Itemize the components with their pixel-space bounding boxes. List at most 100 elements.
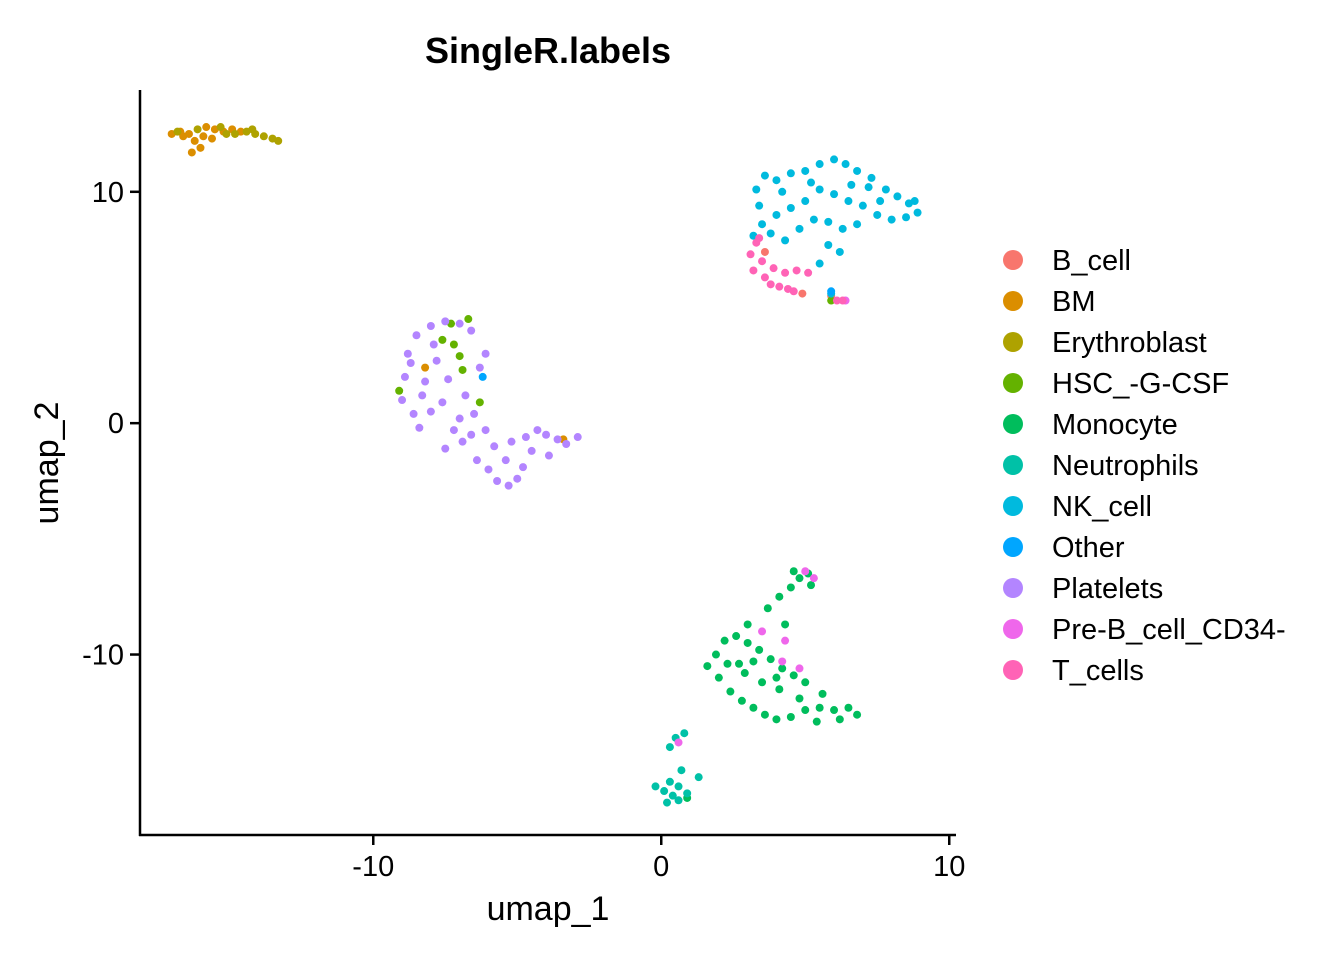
x-axis-label: umap_1 [487, 890, 610, 928]
legend-label: Pre-B_cell_CD34- [1052, 614, 1286, 646]
point-bm [199, 132, 208, 141]
point-nk-cell [841, 160, 850, 169]
point-other [827, 287, 836, 296]
legend-swatch [1003, 250, 1023, 270]
point-platelets [449, 426, 458, 435]
legend-label: Monocyte [1052, 409, 1178, 441]
point-pre-b-cell-cd34- [781, 636, 790, 645]
point-nk-cell [760, 171, 769, 180]
point-nk-cell [853, 220, 862, 229]
point-platelets [467, 430, 476, 439]
point-monocyte [801, 706, 810, 715]
point-platelets [458, 437, 467, 446]
point-erythroblast [231, 129, 240, 138]
point-neutrophils [694, 773, 703, 782]
point-platelets [562, 439, 571, 448]
point-neutrophils [674, 782, 683, 791]
point-nk-cell [824, 217, 833, 226]
legend-label: HSC_-G-CSF [1052, 368, 1229, 400]
point-nk-cell [847, 180, 856, 189]
point-neutrophils [674, 796, 683, 805]
x-tick-label: 0 [653, 851, 669, 883]
point-nk-cell [858, 201, 867, 210]
point-nk-cell [824, 241, 833, 250]
legend-item: Erythroblast [1003, 327, 1207, 359]
point-nk-cell [815, 160, 824, 169]
point-platelets [432, 356, 441, 365]
point-monocyte [775, 592, 784, 601]
point-monocyte [853, 710, 862, 719]
point-nk-cell [815, 259, 824, 268]
legend-swatch [1003, 291, 1023, 311]
legend-swatch [1003, 537, 1023, 557]
point-platelets [504, 481, 513, 490]
point-bm [421, 363, 430, 372]
point-nk-cell [902, 213, 911, 222]
legend-swatch [1003, 660, 1023, 680]
point-neutrophils [683, 789, 692, 798]
point-nk-cell [809, 215, 818, 224]
point-nk-cell [867, 173, 876, 182]
legend-swatch [1003, 619, 1023, 639]
point-bm [187, 148, 196, 157]
point-nk-cell [830, 155, 839, 164]
point-platelets [441, 317, 450, 326]
legend-label: NK_cell [1052, 491, 1152, 523]
point-platelets [481, 349, 490, 358]
point-platelets [441, 444, 450, 453]
point-nk-cell [815, 185, 824, 194]
x-axis-ticks: -10 0 10 [352, 835, 965, 883]
point-neutrophils [665, 777, 674, 786]
point-platelets [472, 456, 481, 465]
point-platelets [542, 430, 551, 439]
point-nk-cell [864, 183, 873, 192]
point-nk-cell [755, 201, 764, 210]
legend-item: Other [1003, 532, 1125, 564]
point-platelets [467, 326, 476, 335]
point-neutrophils [665, 743, 674, 752]
point-monocyte [795, 574, 804, 583]
point-other [478, 372, 487, 381]
point-platelets [429, 340, 438, 349]
point-monocyte [758, 678, 767, 687]
point-erythroblast [216, 123, 225, 132]
legend-item: Pre-B_cell_CD34- [1003, 614, 1286, 646]
point-t-cells [769, 264, 778, 273]
point-monocyte [735, 659, 744, 668]
point-pre-b-cell-cd34- [795, 664, 804, 673]
point-platelets [484, 465, 493, 474]
point-pre-b-cell-cd34- [809, 574, 818, 583]
point-hsc-g-csf [455, 352, 464, 361]
point-monocyte [818, 689, 827, 698]
point-monocyte [714, 673, 723, 682]
point-neutrophils [663, 798, 672, 807]
point-monocyte [766, 655, 775, 664]
point-pre-b-cell-cd34- [778, 657, 787, 666]
point-platelets [400, 372, 409, 381]
point-platelets [481, 426, 490, 435]
x-tick-label: 10 [933, 851, 965, 883]
point-platelets [418, 391, 427, 400]
point-monocyte [726, 687, 735, 696]
point-pre-b-cell-cd34- [674, 738, 683, 747]
point-nk-cell [838, 224, 847, 233]
point-platelets [507, 437, 516, 446]
legend-item: Monocyte [1003, 409, 1178, 441]
point-hsc-g-csf [458, 365, 467, 374]
point-monocyte [786, 713, 795, 722]
legend-item: T_cells [1003, 655, 1144, 687]
point-nk-cell [913, 208, 922, 217]
point-platelets [553, 435, 562, 444]
point-hsc-g-csf [395, 386, 404, 395]
point-b-cell [760, 247, 769, 256]
legend-label: Erythroblast [1052, 327, 1207, 359]
legend-swatch [1003, 373, 1023, 393]
legend-swatch [1003, 496, 1023, 516]
point-erythroblast [274, 136, 283, 145]
point-monocyte [723, 659, 732, 668]
legend-item: Platelets [1003, 573, 1163, 605]
y-tick-label: 0 [108, 408, 124, 440]
point-platelets [409, 409, 418, 418]
legend-label: Neutrophils [1052, 450, 1199, 482]
point-platelets [455, 319, 464, 328]
